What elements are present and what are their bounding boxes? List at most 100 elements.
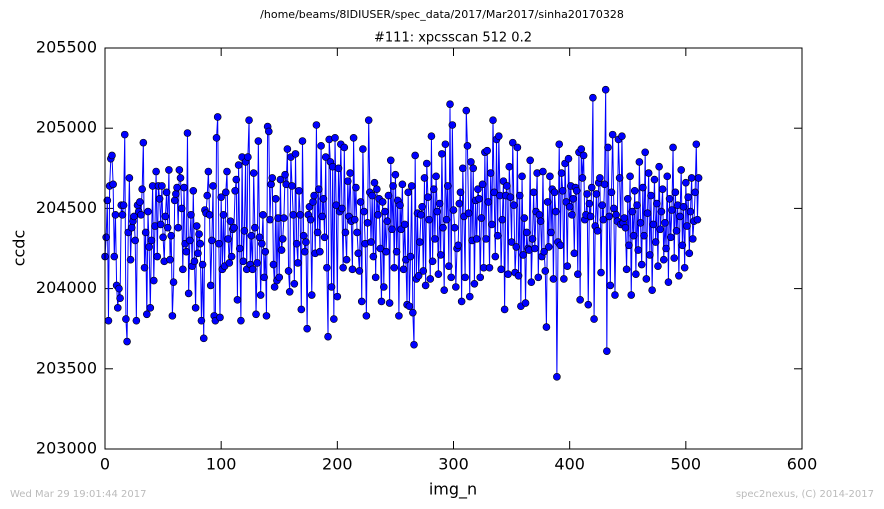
data-point — [198, 260, 207, 269]
data-point — [446, 100, 454, 108]
data-point — [684, 193, 692, 201]
data-point — [445, 262, 453, 270]
data-point — [527, 278, 536, 286]
data-point — [404, 188, 412, 197]
y-tick-label: 203000 — [36, 439, 97, 458]
data-point — [652, 199, 661, 208]
data-point — [319, 194, 328, 203]
chart-title: /home/beams/8IDIUSER/spec_data/2017/Mar2… — [260, 8, 624, 21]
data-point — [234, 161, 243, 169]
data-point — [253, 259, 261, 267]
data-point — [378, 198, 387, 206]
data-point — [299, 231, 308, 240]
data-point — [639, 183, 647, 192]
data-point — [371, 273, 380, 282]
data-point — [573, 270, 582, 278]
data-point — [644, 169, 653, 177]
data-point — [542, 323, 551, 331]
data-point — [251, 223, 259, 232]
data-point — [589, 93, 597, 102]
data-point — [269, 260, 278, 269]
data-point — [184, 289, 193, 298]
data-point — [643, 209, 652, 218]
data-point — [637, 260, 646, 269]
data-point — [119, 201, 128, 209]
data-point — [333, 292, 342, 301]
y-tick-label: 204000 — [36, 278, 97, 297]
data-point — [275, 273, 284, 282]
data-point — [483, 146, 491, 155]
data-point — [118, 211, 127, 219]
data-point — [313, 228, 322, 237]
data-point — [364, 116, 373, 124]
data-point — [323, 263, 331, 272]
data-point — [260, 273, 268, 282]
data-point — [367, 238, 375, 246]
data-point — [513, 143, 522, 152]
data-point — [324, 332, 332, 341]
data-point — [170, 196, 179, 205]
data-point — [223, 167, 231, 176]
data-point — [434, 270, 443, 278]
data-point — [497, 265, 505, 274]
data-point — [321, 153, 330, 161]
data-point — [647, 191, 655, 200]
y-tick-label: 204500 — [36, 198, 97, 217]
data-point — [414, 271, 423, 280]
data-point — [510, 201, 518, 209]
data-point — [551, 207, 560, 216]
data-point — [648, 286, 656, 295]
data-point — [433, 207, 442, 216]
data-point — [654, 262, 662, 270]
data-point — [225, 259, 234, 267]
data-point — [342, 255, 351, 264]
data-point — [400, 220, 409, 229]
data-point — [456, 188, 465, 197]
data-point — [298, 137, 307, 145]
data-point — [208, 236, 216, 245]
data-point — [363, 219, 372, 227]
data-point — [227, 252, 236, 261]
data-point — [477, 214, 486, 222]
data-point — [385, 299, 394, 307]
data-point — [339, 263, 347, 272]
data-point — [341, 228, 350, 237]
data-point — [376, 244, 385, 253]
data-point — [488, 220, 496, 229]
data-point — [447, 273, 455, 282]
data-point — [478, 180, 487, 189]
data-point — [340, 143, 349, 152]
data-point — [689, 235, 697, 243]
y-tick-label: 205500 — [36, 38, 97, 57]
data-point — [558, 186, 567, 195]
data-point — [215, 239, 223, 248]
data-point — [115, 284, 123, 293]
x-tick-label: 500 — [671, 455, 702, 474]
data-point — [493, 231, 502, 240]
data-point — [389, 182, 397, 190]
data-point — [418, 202, 426, 211]
data-point — [212, 134, 221, 142]
data-point — [312, 121, 321, 129]
data-point — [662, 244, 670, 253]
data-point — [310, 191, 318, 200]
data-point — [546, 172, 554, 181]
data-point — [436, 251, 445, 259]
data-point — [484, 198, 493, 206]
data-point — [294, 259, 302, 267]
data-point — [177, 204, 186, 213]
data-point — [407, 182, 416, 190]
data-point — [113, 304, 122, 312]
data-point — [694, 174, 703, 182]
data-point — [289, 211, 297, 219]
data-point — [634, 246, 643, 254]
footer-left: Wed Mar 29 19:01:44 2017 — [10, 489, 146, 500]
data-point — [410, 340, 418, 349]
data-point — [167, 231, 176, 240]
data-point — [395, 312, 403, 320]
data-point — [338, 204, 346, 213]
data-point — [205, 211, 214, 219]
data-point — [578, 174, 587, 182]
data-point — [605, 212, 613, 221]
